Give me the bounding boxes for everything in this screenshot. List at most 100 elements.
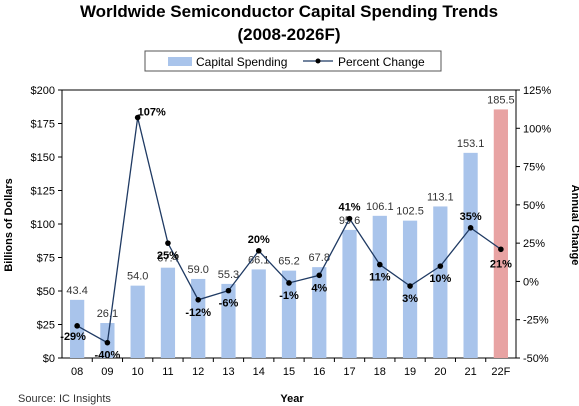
bar [160, 267, 176, 358]
line-data-label: -6% [219, 298, 239, 310]
line-point [498, 246, 504, 253]
bar-data-label: 106.1 [366, 201, 394, 213]
bar-data-label: 59.0 [187, 264, 208, 276]
bar [70, 299, 85, 358]
x-tick-label: 12 [192, 366, 204, 378]
line-point [407, 283, 413, 289]
legend-label-percent-change: Percent Change [338, 55, 425, 69]
bar [493, 109, 508, 359]
x-tick-label: 21 [464, 366, 476, 378]
y2-tick-label: 125% [523, 85, 551, 97]
x-tick-label: 18 [374, 366, 386, 378]
legend-label-capital-spending: Capital Spending [196, 55, 287, 69]
bar [342, 229, 357, 358]
bar-data-label: 65.2 [278, 256, 299, 268]
bar-data-label: 185.5 [487, 94, 515, 106]
bar [130, 285, 145, 358]
bar-data-label: 55.3 [218, 269, 239, 281]
legend-swatch-capital-spending [168, 57, 192, 66]
x-tick-label: 20 [434, 366, 446, 378]
y2-tick-label: 75% [523, 162, 545, 174]
line-point [346, 215, 353, 222]
bar [281, 270, 297, 358]
line-data-label: 25% [157, 250, 179, 262]
y-tick-label: $175 [31, 119, 55, 131]
line-point [255, 248, 262, 254]
legend-box [144, 50, 442, 72]
bar-data-label: 26.1 [97, 308, 118, 320]
y-tick-label: $125 [31, 186, 55, 198]
line-point [316, 272, 323, 279]
y-axis-title: Billions of Dollars [3, 178, 15, 272]
line-point [467, 225, 474, 231]
bar-data-label: 67.4 [157, 253, 178, 265]
line-point [437, 263, 444, 269]
line-data-label: -29% [60, 331, 86, 343]
y2-tick-label: -50% [523, 353, 549, 365]
bar [463, 152, 478, 358]
line-point [165, 240, 171, 246]
line-point [74, 323, 80, 329]
line-data-label: -12% [185, 307, 211, 319]
y-tick-label: $100 [31, 219, 55, 231]
y-tick-label: $150 [31, 152, 55, 164]
line-data-label: 3% [402, 293, 418, 305]
line-data-label: 4% [311, 282, 327, 294]
y-tick-label: $200 [31, 85, 55, 97]
line-data-label: 11% [369, 272, 391, 284]
chart-subtitle: (2008-2026F) [237, 25, 340, 44]
x-tick-label: 11 [162, 366, 173, 378]
line-data-label: 35% [460, 211, 482, 223]
bar-data-label: 102.5 [396, 206, 424, 218]
bar [402, 220, 418, 358]
bar-data-label: 153.1 [457, 138, 485, 150]
line-point [195, 297, 201, 303]
legend: Capital Spending Percent Change [144, 50, 442, 72]
line-data-label: 21% [490, 258, 512, 270]
line-data-label: 107% [138, 107, 166, 119]
x-tick-label: 14 [253, 366, 265, 378]
source-note: Source: IC Insights [18, 393, 111, 405]
bar [312, 267, 327, 358]
y2-tick-label: 25% [523, 238, 545, 250]
y2-tick-label: 100% [523, 123, 551, 135]
x-tick-label: 13 [222, 366, 234, 378]
line-point [134, 114, 141, 121]
y-tick-label: $0 [43, 353, 55, 365]
y-tick-label: $75 [37, 253, 55, 265]
bar-data-label: 54.0 [127, 271, 148, 283]
y2-tick-label: 50% [523, 200, 545, 212]
line-point [286, 280, 292, 286]
line-point [377, 261, 383, 268]
plot-area: $0 $25 $50 $75 $100 $125 $150 $175 $200 -50% -25% 0… [31, 85, 552, 378]
line-data-label: -40% [95, 350, 121, 362]
bar [372, 215, 387, 358]
bar [221, 283, 236, 358]
line-point [104, 339, 111, 346]
y2-axis-title: Annual Change [569, 185, 579, 266]
x-tick-label: 16 [313, 366, 325, 378]
chart-title: Worldwide Semiconductor Capital Spending… [80, 2, 498, 21]
x-tick-label: 09 [101, 366, 113, 378]
bar-data-label: 67.8 [309, 252, 330, 264]
line-data-label: -1% [279, 290, 299, 302]
x-tick-label: 08 [71, 366, 83, 378]
legend-marker-percent-change [315, 58, 321, 64]
x-tick-label: 17 [343, 366, 355, 378]
line-data-label: 10% [429, 273, 451, 285]
x-axis-title: Year [280, 393, 304, 405]
x-tick-label: 19 [404, 366, 416, 378]
x-tick-label: 10 [132, 366, 144, 378]
y2-tick-label: 0% [523, 276, 539, 288]
line-data-label: 20% [248, 234, 270, 246]
bar [251, 269, 266, 358]
y-tick-label: $25 [37, 320, 55, 332]
bar-data-label: 113.1 [427, 191, 454, 203]
x-tick-label: 15 [283, 366, 295, 378]
line-point [225, 287, 232, 294]
bar [433, 206, 448, 358]
line-data-label: 41% [339, 202, 361, 214]
x-tick-label: 22F [491, 366, 510, 378]
y2-tick-label: -25% [523, 315, 549, 327]
